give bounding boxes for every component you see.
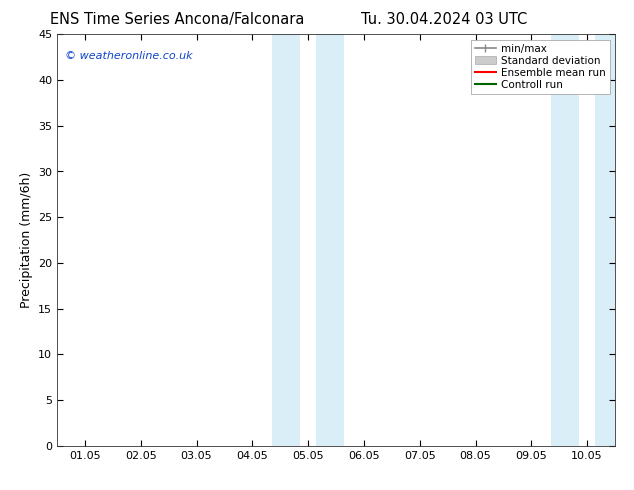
Legend: min/max, Standard deviation, Ensemble mean run, Controll run: min/max, Standard deviation, Ensemble me…	[470, 40, 610, 94]
Bar	[595, 34, 615, 446]
Text: Tu. 30.04.2024 03 UTC: Tu. 30.04.2024 03 UTC	[361, 12, 527, 27]
Bar	[551, 34, 579, 446]
Text: © weatheronline.co.uk: © weatheronline.co.uk	[65, 51, 193, 61]
Bar	[316, 34, 344, 446]
Bar	[272, 34, 300, 446]
Text: ENS Time Series Ancona/Falconara: ENS Time Series Ancona/Falconara	[50, 12, 305, 27]
Y-axis label: Precipitation (mm/6h): Precipitation (mm/6h)	[20, 172, 32, 308]
